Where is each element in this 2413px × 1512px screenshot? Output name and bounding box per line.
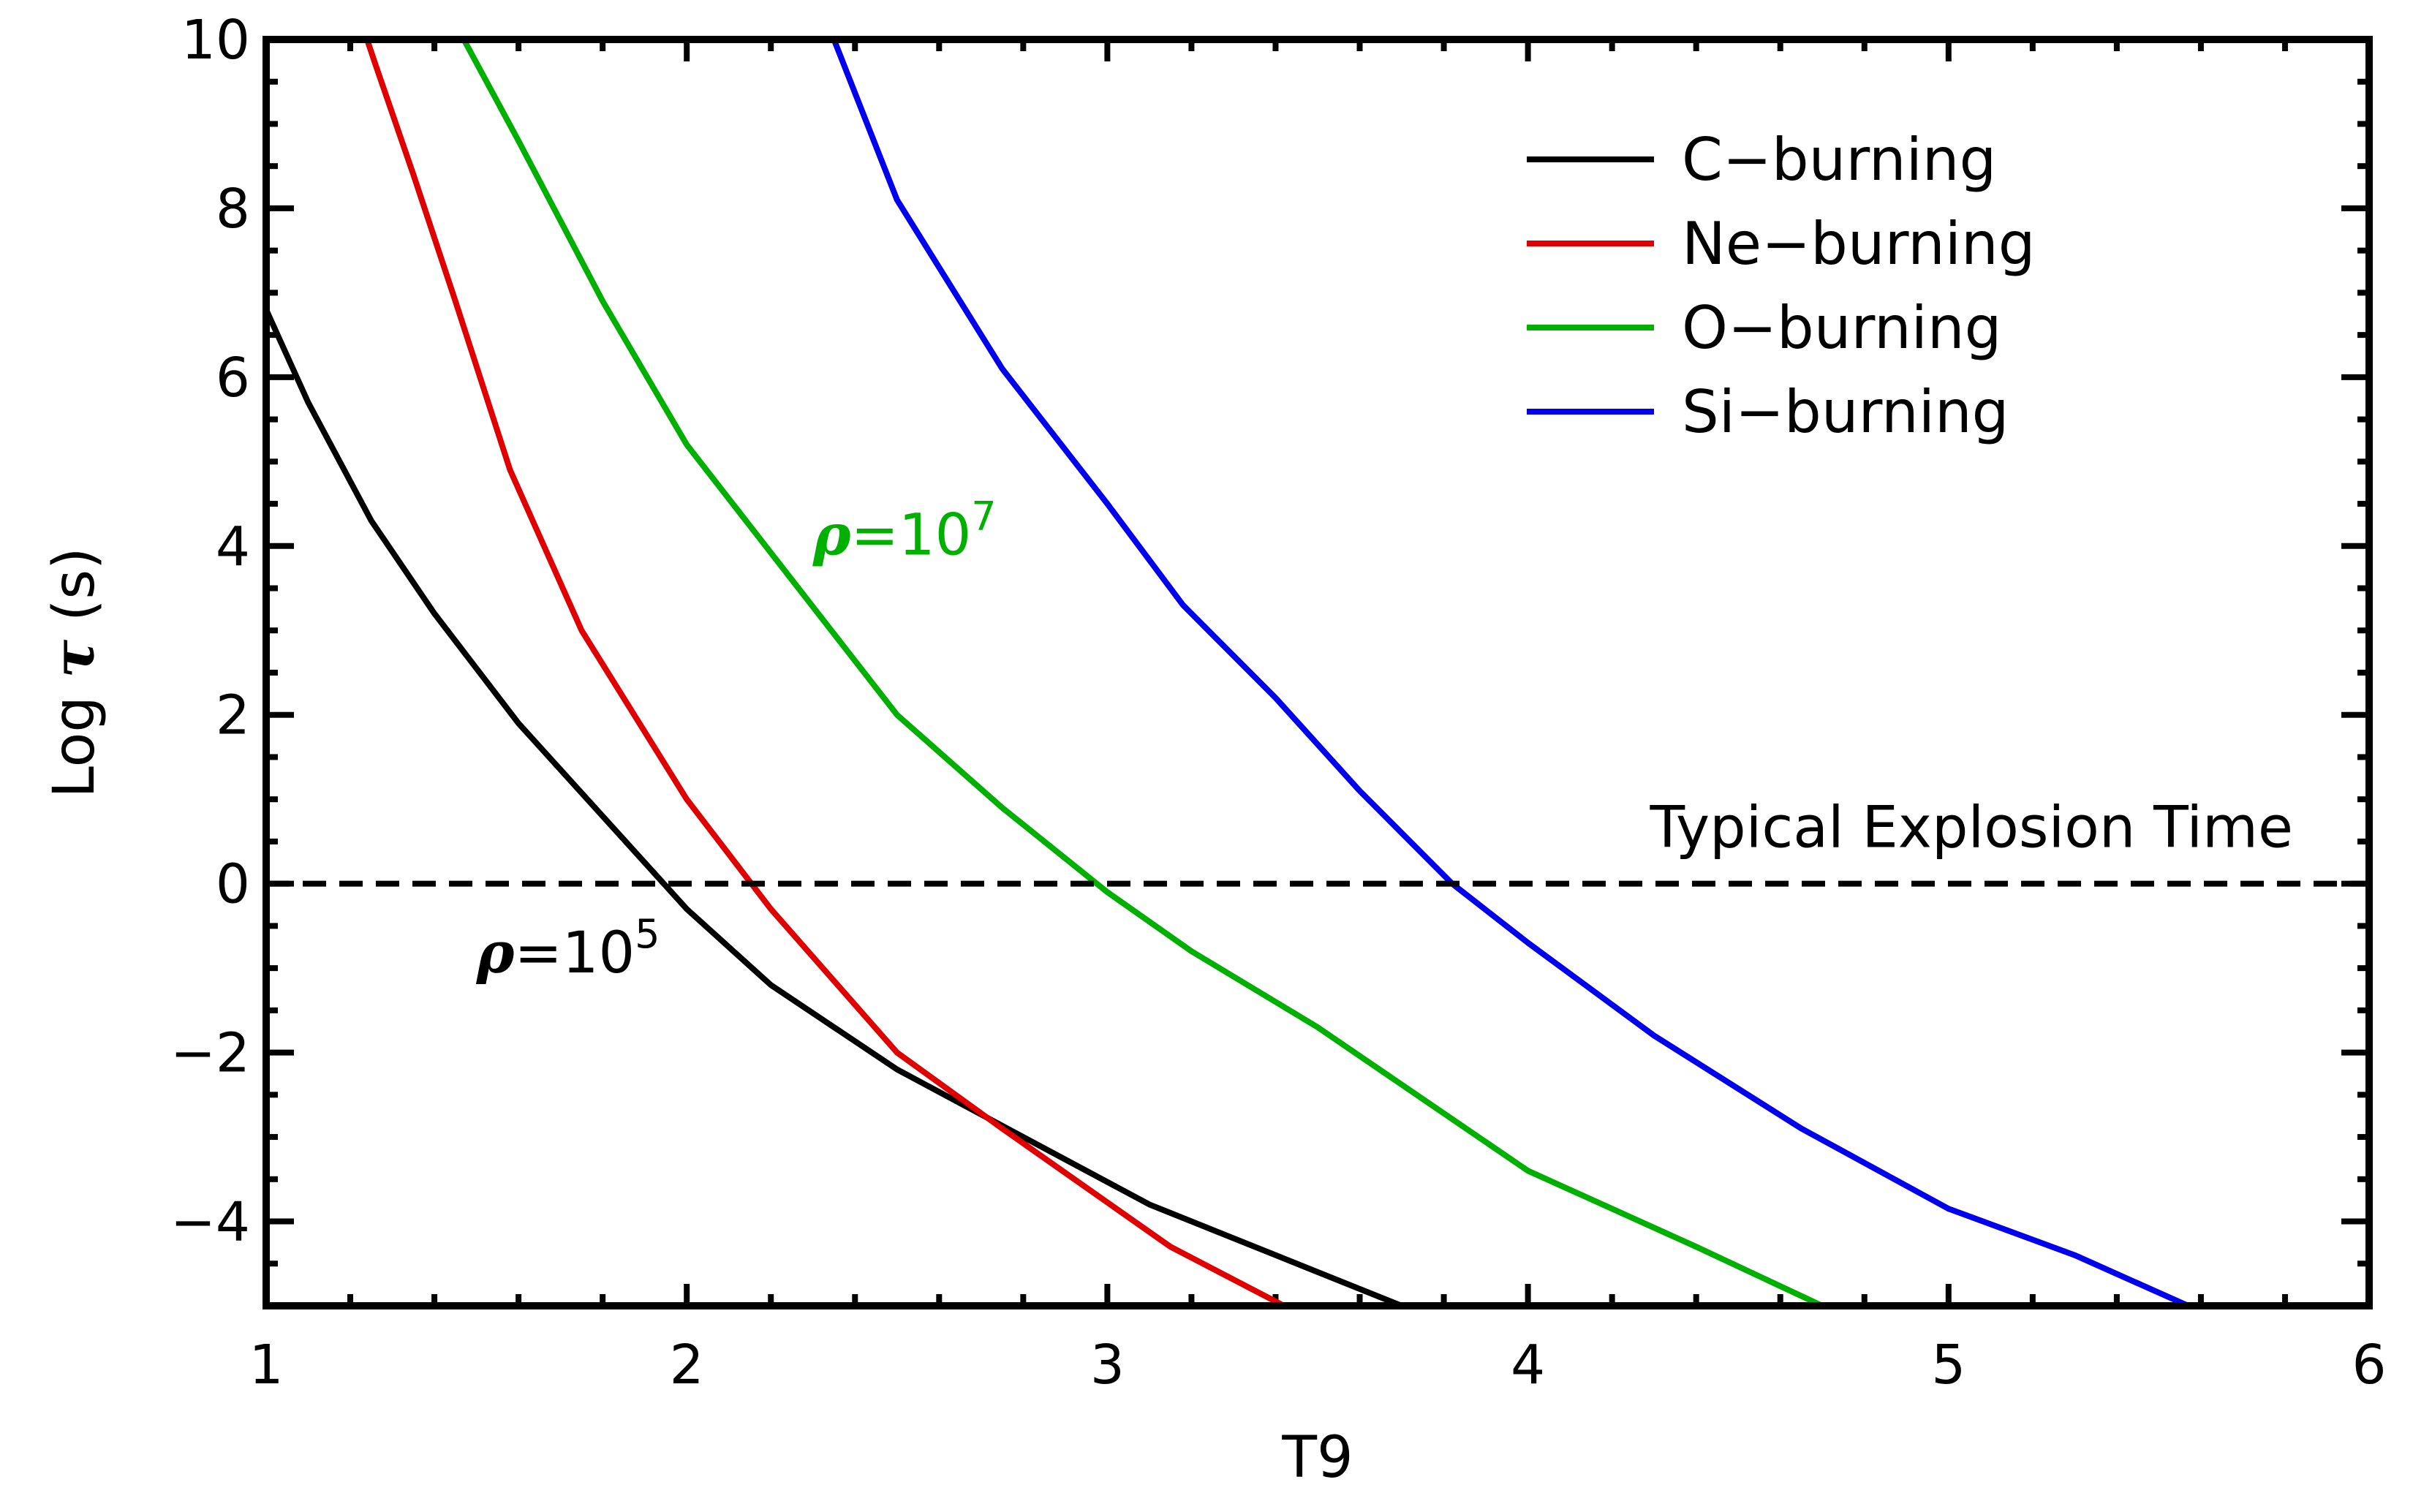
y-tick-label: 0 — [216, 853, 250, 916]
density-eq: =10 — [514, 921, 635, 986]
rho-symbol: ρ — [476, 920, 516, 986]
legend-label-0: C−burning — [1682, 126, 1996, 194]
y-tick-label: 6 — [216, 347, 250, 409]
explosion-time-label: Typical Explosion Time — [1650, 795, 2293, 861]
axis-ticks — [263, 37, 2372, 1309]
legend-label-3: Si−burning — [1682, 378, 2009, 446]
x-tick-label: 2 — [670, 1334, 704, 1396]
x-tick-label: 6 — [2352, 1334, 2386, 1396]
x-tick-label: 1 — [249, 1334, 283, 1396]
y-axis-title: Log τ (s) — [41, 548, 107, 798]
y-tick-labels: −4 −2 0 2 4 6 8 10 — [170, 9, 250, 1254]
y-tick-label: −2 — [170, 1022, 250, 1085]
y-axis-title-prefix: Log — [42, 678, 107, 798]
y-tick-label: 10 — [181, 9, 250, 72]
density-exponent: 7 — [971, 493, 996, 539]
density-eq: =10 — [851, 502, 972, 568]
x-tick-label: 4 — [1511, 1334, 1545, 1396]
plot-frame — [263, 36, 2373, 1309]
series-line-0 — [263, 308, 1403, 1309]
legend-label-1: Ne−burning — [1682, 210, 2035, 278]
y-tick-label: 4 — [216, 515, 250, 578]
x-tick-label: 5 — [1931, 1334, 1965, 1396]
y-tick-label: −4 — [170, 1191, 250, 1254]
density-label-1: ρ=107 — [812, 493, 997, 568]
density-label-0: ρ=105 — [476, 911, 660, 986]
y-axis-title-suffix: (s) — [42, 548, 107, 640]
series-line-1 — [364, 38, 1285, 1309]
rho-symbol: ρ — [812, 502, 852, 568]
series-line-3 — [831, 38, 2190, 1309]
legend-label-2: O−burning — [1682, 294, 2001, 362]
y-tick-label: 8 — [216, 178, 250, 241]
x-axis-title: T9 — [1281, 1425, 1353, 1491]
legend: C−burning Ne−burning O−burning Si−burning — [1527, 126, 2035, 446]
x-tick-label: 3 — [1090, 1334, 1125, 1396]
density-exponent: 5 — [635, 911, 660, 957]
series-lines — [263, 38, 2190, 1309]
series-line-2 — [461, 38, 1824, 1309]
tau-symbol: τ — [41, 639, 107, 678]
y-tick-label: 2 — [216, 684, 250, 747]
x-tick-labels: 1 2 3 4 5 6 — [249, 1334, 2386, 1396]
